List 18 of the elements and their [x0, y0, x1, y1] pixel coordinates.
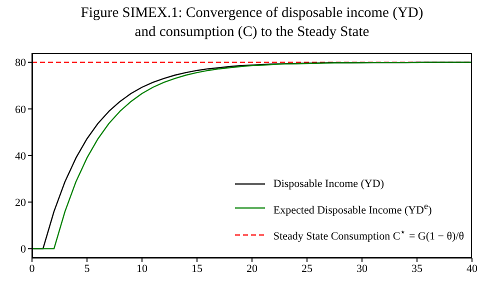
x-tick-label: 35 — [412, 262, 423, 275]
y-tick-label: 20 — [15, 196, 26, 209]
y-tick-label: 0 — [20, 244, 26, 256]
chart-title: Figure SIMEX.1: Convergence of disposable income (YD) and consumption (C) to the Steady State — [80, 4, 424, 42]
legend-label: Steady State Consumption C$^{⋆}$ = G(1 − θ)/θ — [273, 226, 464, 245]
x-tick-label: 40 — [466, 262, 478, 275]
legend-label: Expected Disposable Income (YD$^{e}$) — [273, 200, 432, 218]
x-tick-label: 0 — [29, 262, 36, 275]
x-tick-label: 10 — [136, 262, 148, 275]
x-tick-label: 5 — [84, 262, 90, 275]
y-tick-label: 60 — [15, 104, 26, 116]
y-tick-label: 80 — [15, 57, 26, 70]
y-tick-label: 40 — [15, 150, 26, 162]
x-tick-label: 20 — [246, 262, 258, 275]
legend-label: Disposable Income (YD) — [273, 176, 384, 192]
x-tick-label: 15 — [192, 262, 203, 275]
x-tick-label: 25 — [302, 262, 313, 275]
x-tick-label: 30 — [356, 262, 368, 275]
